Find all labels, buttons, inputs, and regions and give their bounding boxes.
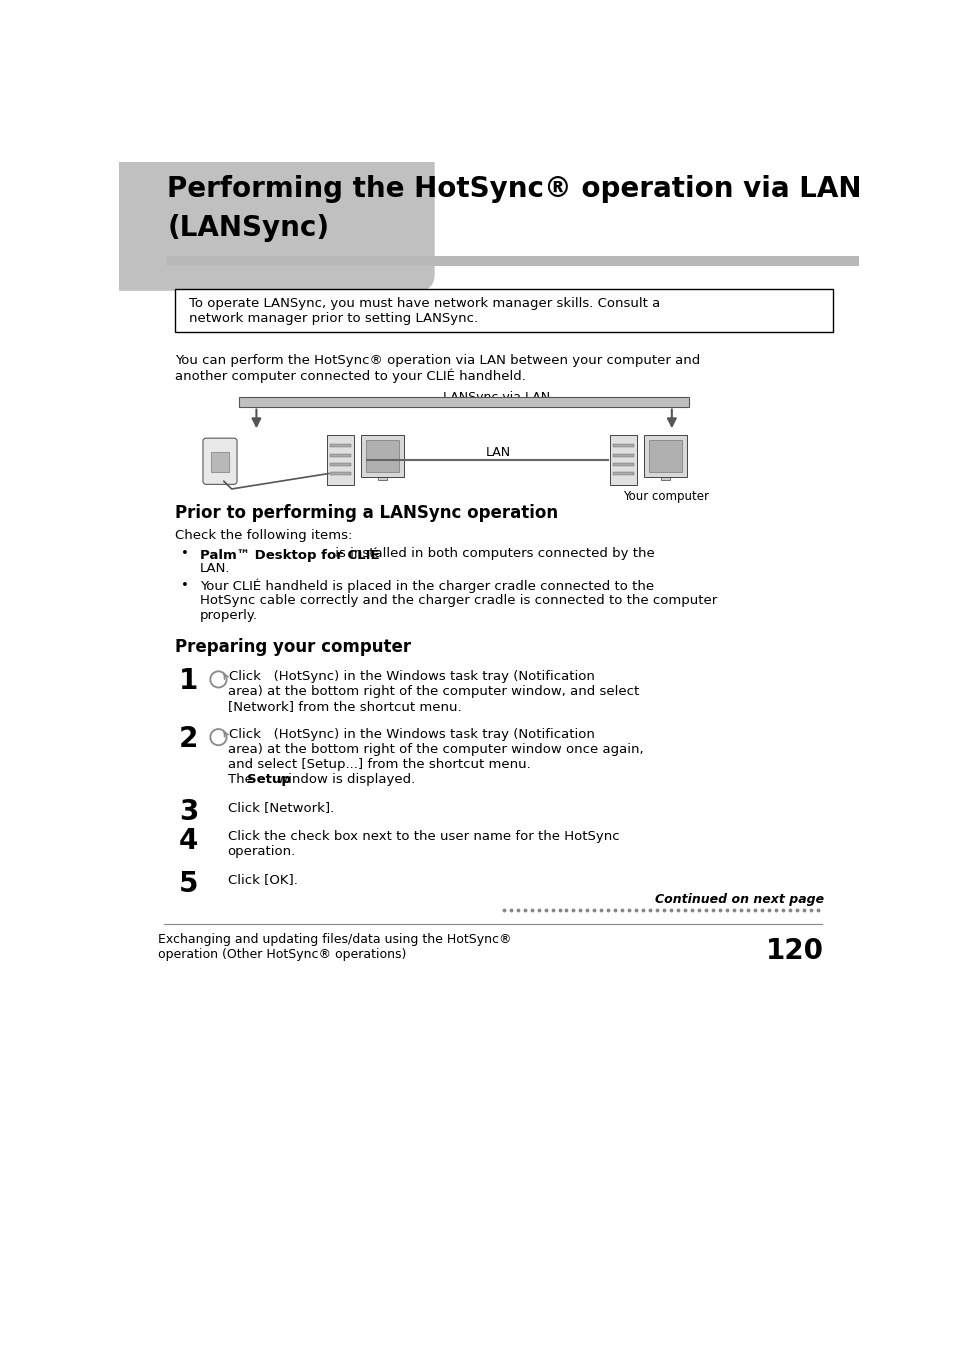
Text: is installed in both computers connected by the: is installed in both computers connected… [331, 548, 654, 560]
Text: You can perform the HotSync® operation via LAN between your computer and: You can perform the HotSync® operation v… [174, 354, 700, 366]
Bar [239, 396, 688, 407]
Text: Check the following items:: Check the following items: [174, 529, 352, 542]
Text: network manager prior to setting LANSync.: network manager prior to setting LANSync… [189, 312, 477, 324]
Text: LAN: LAN [485, 446, 511, 458]
Text: 1: 1 [179, 667, 198, 695]
Bar [609, 435, 637, 485]
Bar [612, 453, 633, 457]
Bar [648, 439, 681, 472]
Bar [330, 453, 351, 457]
Bar [612, 472, 633, 475]
Bar [330, 445, 351, 448]
Text: Performing the HotSync® operation via LAN: Performing the HotSync® operation via LA… [167, 176, 861, 203]
Text: •: • [181, 579, 189, 592]
Text: 2: 2 [179, 725, 198, 753]
Text: Setup: Setup [247, 773, 291, 786]
Text: (LANSync): (LANSync) [167, 214, 329, 242]
Text: Your CLIÉ handheld is placed in the charger cradle connected to the: Your CLIÉ handheld is placed in the char… [199, 579, 654, 594]
Text: Exchanging and updating files/data using the HotSync®: Exchanging and updating files/data using… [158, 933, 511, 946]
Text: 120: 120 [765, 937, 822, 964]
Text: Click [Network].: Click [Network]. [228, 800, 334, 814]
Text: The: The [228, 773, 256, 786]
Bar [612, 445, 633, 448]
FancyBboxPatch shape [360, 435, 403, 477]
Text: LAN.: LAN. [199, 562, 230, 575]
Text: HotSync cable correctly and the charger cradle is connected to the computer: HotSync cable correctly and the charger … [199, 594, 717, 607]
Text: Continued on next page: Continued on next page [654, 892, 822, 906]
FancyBboxPatch shape [91, 147, 435, 291]
Text: window is displayed.: window is displayed. [273, 773, 415, 786]
Text: Palm™ Desktop for CLIÉ: Palm™ Desktop for CLIÉ [199, 548, 379, 561]
Text: another computer connected to your CLIÉ handheld.: another computer connected to your CLIÉ … [174, 369, 525, 384]
Text: Your computer: Your computer [622, 491, 708, 503]
FancyBboxPatch shape [643, 435, 686, 477]
Text: operation.: operation. [228, 845, 295, 859]
Text: operation (Other HotSync® operations): operation (Other HotSync® operations) [158, 948, 406, 961]
Text: [Network] from the shortcut menu.: [Network] from the shortcut menu. [228, 700, 461, 714]
Bar [365, 439, 398, 472]
Text: 5: 5 [179, 869, 198, 898]
Text: LANSync via LAN: LANSync via LAN [442, 391, 550, 403]
Text: and select [Setup...] from the shortcut menu.: and select [Setup...] from the shortcut … [228, 758, 530, 771]
Text: Click the check box next to the user name for the HotSync: Click the check box next to the user nam… [228, 830, 618, 842]
Bar [327, 435, 354, 485]
Bar [330, 472, 351, 475]
FancyBboxPatch shape [203, 438, 236, 484]
Text: properly.: properly. [199, 608, 257, 622]
Bar [612, 462, 633, 466]
Text: 3: 3 [179, 798, 198, 826]
Text: To operate LANSync, you must have network manager skills. Consult a: To operate LANSync, you must have networ… [189, 297, 659, 310]
Text: Click [OK].: Click [OK]. [228, 872, 297, 886]
Bar [211, 452, 229, 472]
Bar [659, 476, 669, 480]
Bar [377, 476, 387, 480]
Text: area) at the bottom right of the computer window once again,: area) at the bottom right of the compute… [228, 744, 642, 756]
Text: 4: 4 [179, 827, 198, 854]
Bar [174, 289, 832, 333]
Text: Click   (HotSync) in the Windows task tray (Notification: Click (HotSync) in the Windows task tray… [229, 671, 595, 683]
Text: •: • [181, 548, 189, 560]
Text: area) at the bottom right of the computer window, and select: area) at the bottom right of the compute… [228, 685, 639, 698]
Text: Preparing your computer: Preparing your computer [174, 638, 411, 656]
Bar [167, 256, 858, 266]
Text: Prior to performing a LANSync operation: Prior to performing a LANSync operation [174, 504, 558, 522]
Bar [330, 462, 351, 466]
Text: Click   (HotSync) in the Windows task tray (Notification: Click (HotSync) in the Windows task tray… [229, 727, 595, 741]
